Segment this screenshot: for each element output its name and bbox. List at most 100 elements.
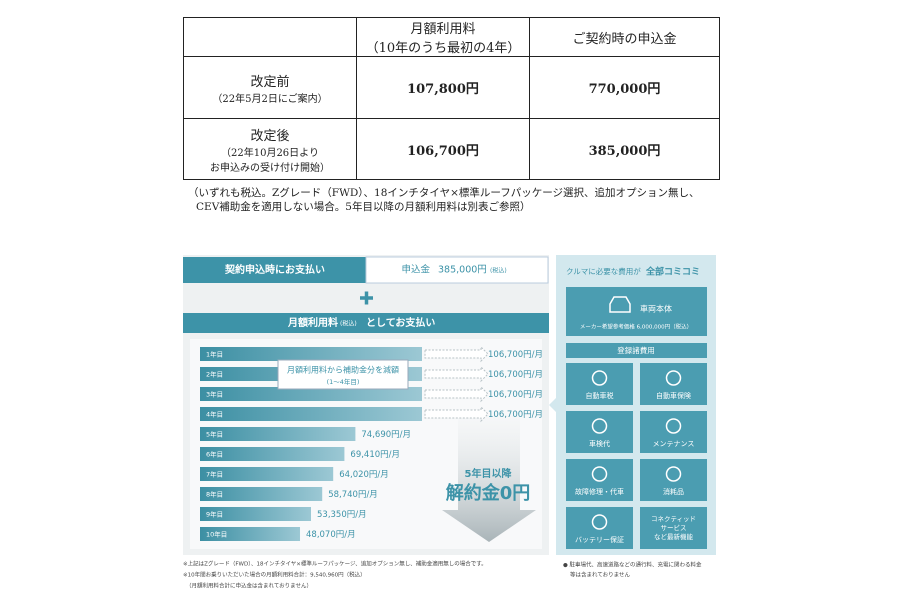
value-label: 48,070円/月: [306, 530, 356, 540]
deposit-box: [365, 256, 549, 284]
no-fee: 解約金0円: [446, 482, 531, 504]
item-label: バッテリー保証: [575, 535, 624, 544]
item-tile: [566, 411, 633, 453]
item-label: 自動車税: [586, 391, 614, 400]
item-icon: [665, 418, 682, 434]
after-label: 5年目以降: [465, 467, 513, 480]
item-tile: [566, 459, 633, 501]
value-label: 58,740円/月: [328, 490, 378, 500]
year-label: 5年目: [206, 430, 223, 439]
item-label: サービス: [661, 523, 687, 532]
included-note: ● 駐車場代、高速道路などの通行料、充電に関わる料金: [563, 561, 702, 569]
bar: [200, 387, 422, 401]
item-tile: [640, 507, 707, 549]
year-label: 6年目: [206, 450, 223, 459]
row-label: 改定前 （22年5月2日にご案内）: [183, 56, 357, 119]
band-text: (税込): [340, 320, 357, 328]
year-label: 9年目: [206, 510, 223, 519]
item-label: 車検代: [589, 439, 610, 448]
item-icon: [591, 466, 608, 482]
item-tile: [566, 507, 633, 549]
year-label: 2年目: [206, 370, 223, 379]
bar: [200, 407, 422, 421]
down-arrow: [442, 415, 536, 542]
vehicle-tile: [566, 287, 707, 336]
bar: [200, 467, 334, 481]
dashed-arrow: [424, 365, 489, 383]
item-label: など最新機能: [654, 532, 694, 541]
registration: 登録諸費用: [617, 345, 655, 355]
header: （10年のうち最初の4年）: [365, 41, 521, 56]
callout-text: 月額利用料から補助金分を減額: [287, 365, 399, 375]
year-label: 7年目: [206, 470, 223, 479]
dashed-arrow: [424, 405, 489, 423]
monthly-band: [183, 313, 549, 333]
label: 改定前: [250, 74, 290, 90]
cell: 106,700円: [356, 118, 530, 180]
upfront-band: [183, 257, 366, 283]
note-line: CEV補助金を適用しない場合。5年目以降の月額利用料は別表ご参照）: [196, 201, 531, 213]
plus: [360, 291, 373, 305]
year-label: 3年目: [206, 390, 223, 399]
value-label: 106,700円/月: [488, 350, 543, 360]
value-label: 69,410円/月: [350, 450, 400, 460]
pointer: [549, 398, 556, 412]
header: 月額利用料: [410, 22, 476, 37]
label: （22年5月2日にご案内）: [212, 93, 328, 105]
bar: [200, 507, 311, 521]
deposit: 385,000円: [438, 265, 487, 276]
item-label: コネクティッド: [651, 515, 696, 523]
year-label: 10年目: [206, 530, 227, 539]
bar: [200, 527, 301, 541]
item-icon: [591, 514, 608, 530]
row-label: 改定後 （22年10月26日より お申込みの受け付け開始）: [183, 118, 357, 180]
footnote: （月額利用料合計に申込金は含まれておりません）: [186, 582, 312, 590]
item-tile: [640, 459, 707, 501]
value-label: 106,700円/月: [488, 370, 543, 380]
header: ご契約時の申込金: [572, 31, 677, 47]
tax: (税込): [490, 267, 507, 275]
bar: [200, 447, 345, 461]
item-icon: [665, 370, 682, 386]
value-label: 53,350円/月: [317, 510, 367, 520]
band-text: 月額利用料: [287, 316, 338, 329]
value-label: 106,700円/月: [488, 390, 543, 400]
item-icon: [591, 418, 608, 434]
item-tile: [640, 363, 707, 405]
bar: [200, 487, 323, 501]
dashed-arrow: [424, 385, 489, 403]
included-title: 全部コミコミ: [645, 266, 700, 278]
vehicle: 車両本体: [640, 304, 672, 314]
dashed-arrow: [424, 345, 489, 363]
item-label: 消耗品: [663, 487, 684, 496]
bar: [200, 347, 422, 361]
label: 改定後: [250, 128, 290, 144]
year-label: 8年目: [206, 490, 223, 499]
label: （22年10月26日より: [221, 147, 319, 159]
cell: 107,800円: [356, 56, 530, 119]
cell: 385,000円: [529, 118, 720, 180]
value-label: 106,700円/月: [488, 410, 543, 420]
cell: 770,000円: [529, 56, 720, 119]
bar: [200, 427, 356, 441]
item-icon: [591, 370, 608, 386]
vehicle-note: メーカー希望参考価格 6,000,000円（税込）: [580, 323, 692, 331]
value-label: 64,020円/月: [339, 470, 389, 480]
label: お申込みの受け付け開始）: [210, 162, 330, 174]
footnote: ※上記はZグレード（FWD）、18インチタイヤ×標準ルーフパッケージ、追加オプシ…: [183, 560, 487, 568]
item-label: メンテナンス: [653, 440, 695, 448]
value-label: 74,690円/月: [361, 430, 411, 440]
item-label: 自動車保険: [656, 391, 691, 400]
callout: [277, 359, 409, 390]
item-icon: [665, 466, 682, 482]
year-label: 1年目: [206, 350, 223, 359]
included-title: クルマに必要な費用が: [566, 266, 641, 276]
upfront-label: 契約申込時にお支払い: [225, 263, 325, 276]
registration-tile: [566, 343, 707, 358]
price-table: 月額利用料 （10年のうち最初の4年） ご契約時の申込金 改定前 （22年5月2日に…: [183, 17, 720, 180]
item-tile: [566, 363, 633, 405]
item-label: 故障修理・代車: [575, 487, 624, 496]
note-line: （いずれも税込。Zグレード（FWD）、18インチタイヤ×標準ルーフパッケージ選択…: [188, 187, 700, 199]
